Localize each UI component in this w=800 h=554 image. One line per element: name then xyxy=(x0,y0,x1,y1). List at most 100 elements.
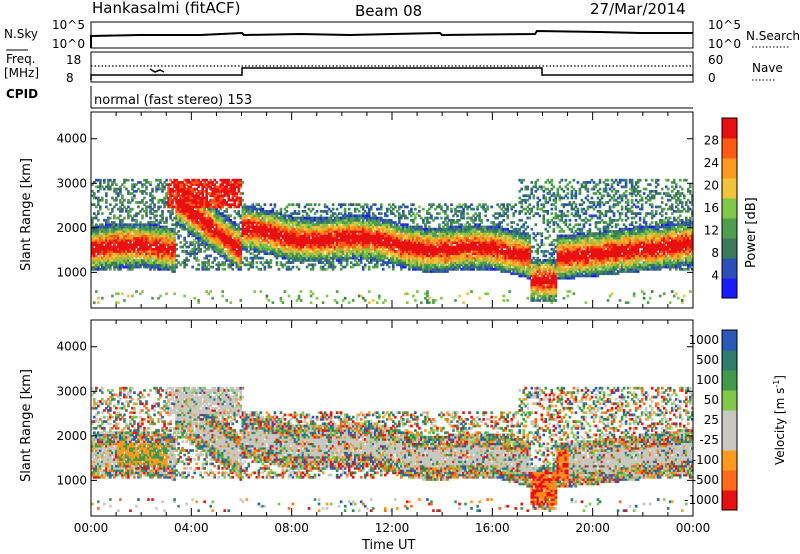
data-cell xyxy=(173,292,176,295)
data-cell xyxy=(456,214,459,217)
data-cell xyxy=(420,301,423,304)
data-cell xyxy=(207,259,210,262)
data-cell xyxy=(159,295,162,298)
data-cell xyxy=(256,261,259,264)
data-cell xyxy=(117,292,120,295)
data-cell xyxy=(344,203,347,206)
data-cell xyxy=(282,301,285,304)
data-cell xyxy=(223,268,226,271)
data-cell xyxy=(151,188,154,191)
data-cell xyxy=(141,290,144,293)
data-cell xyxy=(103,179,106,182)
data-cell xyxy=(211,266,214,269)
data-cell xyxy=(372,299,375,302)
data-cell xyxy=(127,295,130,298)
data-cell xyxy=(179,235,182,238)
data-cell xyxy=(99,179,102,182)
data-cell xyxy=(131,208,134,211)
data-cell xyxy=(225,299,228,302)
data-cell xyxy=(141,214,144,217)
data-cell xyxy=(215,257,218,260)
data-cell xyxy=(312,292,315,295)
data-cell xyxy=(364,263,367,266)
data-cell xyxy=(153,197,156,200)
data-cell xyxy=(374,203,377,206)
data-cell xyxy=(270,259,273,262)
data-cell xyxy=(270,266,273,269)
data-cell xyxy=(428,301,431,304)
data-cell xyxy=(412,203,415,206)
data-cell xyxy=(428,221,431,224)
nsky-line xyxy=(91,31,693,48)
data-cell xyxy=(280,208,283,211)
data-cell xyxy=(450,208,453,211)
data-cell xyxy=(127,179,130,182)
nave-blip xyxy=(150,69,164,72)
data-cell xyxy=(418,210,421,213)
data-cell xyxy=(121,194,124,197)
data-cell xyxy=(215,181,218,184)
data-cell xyxy=(348,208,351,211)
data-cell xyxy=(165,179,168,182)
data-cell xyxy=(93,192,96,195)
data-cell xyxy=(135,219,138,222)
data-cell xyxy=(193,297,196,300)
data-cell xyxy=(229,301,232,304)
data-cell xyxy=(428,297,431,300)
data-cell xyxy=(412,295,415,298)
data-cell xyxy=(440,217,443,220)
data-cell xyxy=(113,179,116,182)
data-cell xyxy=(458,295,461,298)
data-cell xyxy=(366,203,369,206)
data-cell xyxy=(322,301,325,304)
data-cell xyxy=(93,301,96,304)
data-cell xyxy=(310,203,313,206)
data-cell xyxy=(97,297,100,300)
data-cell xyxy=(438,212,441,215)
data-cell xyxy=(406,217,409,220)
data-cell xyxy=(418,206,421,209)
data-cell xyxy=(274,203,277,206)
data-cell xyxy=(406,206,409,209)
data-cell xyxy=(175,248,178,251)
data-cell xyxy=(264,266,267,269)
data-cell xyxy=(123,217,126,220)
data-cell xyxy=(336,290,339,293)
data-cell xyxy=(466,292,469,295)
data-cell xyxy=(221,290,224,293)
data-cell xyxy=(95,290,98,293)
data-cell xyxy=(386,214,389,217)
data-cell xyxy=(314,203,317,206)
data-cell xyxy=(326,295,329,298)
data-cell xyxy=(288,295,291,298)
data-cell xyxy=(466,212,469,215)
data-cell xyxy=(286,210,289,213)
data-cell xyxy=(368,290,371,293)
figure-canvas: 1000200030004000 100020003000400000:00 04… xyxy=(0,0,800,554)
data-cell xyxy=(436,217,439,220)
data-cell xyxy=(352,299,355,302)
data-cell xyxy=(177,230,180,233)
data-cell xyxy=(177,255,180,258)
nsky-panel xyxy=(91,22,693,48)
data-cell xyxy=(183,237,186,240)
data-cell xyxy=(358,210,361,213)
data-cell xyxy=(298,295,301,298)
data-cell xyxy=(394,206,397,209)
data-cell xyxy=(97,301,100,304)
data-cell xyxy=(478,297,481,300)
data-cell xyxy=(316,297,319,300)
data-cell xyxy=(137,206,140,209)
data-cell xyxy=(143,197,146,200)
data-cell xyxy=(414,208,417,211)
data-cell xyxy=(378,295,381,298)
data-cell xyxy=(318,203,321,206)
data-cell xyxy=(344,208,347,211)
data-cell xyxy=(394,214,397,217)
data-cell xyxy=(298,268,301,271)
data-cell xyxy=(344,297,347,300)
data-cell xyxy=(161,210,164,213)
data-cell xyxy=(185,263,188,266)
data-cell xyxy=(254,290,257,293)
data-cell xyxy=(368,266,371,269)
